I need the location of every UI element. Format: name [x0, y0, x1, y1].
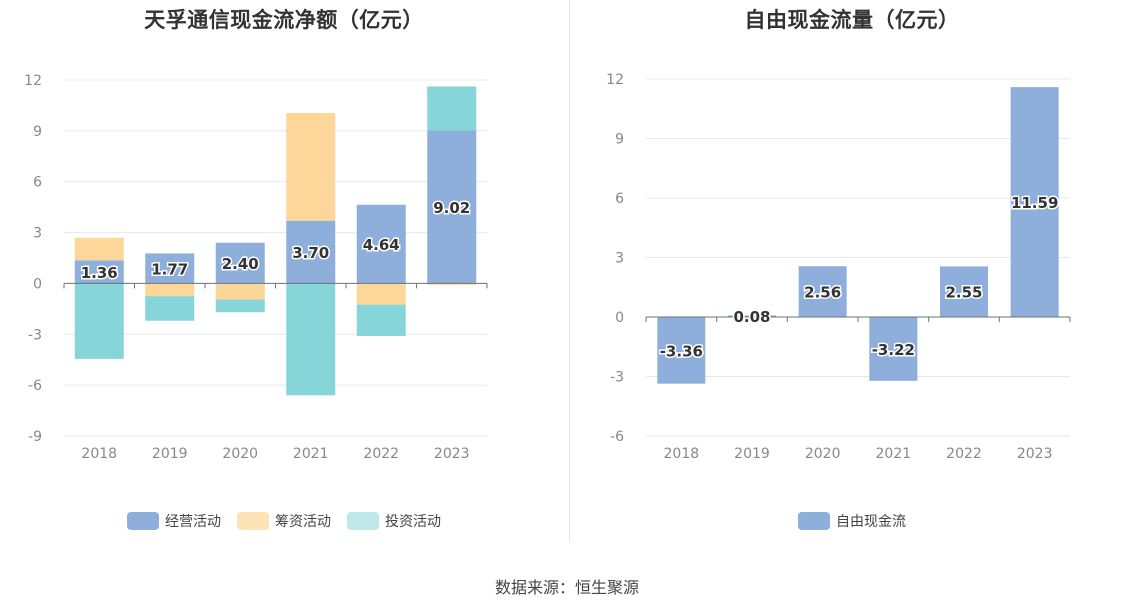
x-tick-label: 2021 — [876, 446, 912, 462]
y-tick-label: 9 — [33, 124, 42, 140]
legend-item-operating[interactable]: 经营活动 — [127, 511, 221, 531]
x-tick-label: 2020 — [222, 446, 258, 462]
bar[interactable] — [215, 283, 265, 300]
cash-flow-net-chart: -9 -6 -3 0 3 6 9 12 2018 2019 2020 2021 2022 2023 1.36… — [24, 73, 488, 462]
legend-label: 筹资活动 — [275, 514, 331, 530]
x-tick-label: 2021 — [293, 446, 329, 462]
legend: 自由现金流 — [570, 511, 1134, 531]
bar[interactable] — [74, 237, 124, 261]
bar[interactable] — [356, 204, 406, 284]
data-source: 数据来源：恒生聚源 — [494, 578, 639, 597]
legend-item-investing[interactable]: 投资活动 — [347, 511, 441, 531]
bar[interactable] — [940, 266, 988, 317]
data-label: 2.56 — [804, 284, 841, 302]
free-cash-flow-chart: -6 -3 0 3 6 9 12 2018 2019 2020 2021 2022 2023 -3.36 0… — [606, 72, 1071, 462]
free-cash-flow-panel: 自由现金流量（亿元） -6 -3 0 3 6 9 12 2018 2019 2020 2021 202… — [570, 0, 1134, 560]
legend: 经营活动 筹资活动 投资活动 — [0, 511, 568, 531]
legend-label: 投资活动 — [385, 514, 441, 530]
x-tick-label: 2018 — [664, 446, 700, 462]
data-label: 1.77 — [151, 260, 188, 278]
x-tick-label: 2023 — [434, 446, 470, 462]
y-tick-label: -3 — [28, 327, 42, 343]
bar[interactable] — [427, 283, 477, 285]
panel-divider — [569, 0, 570, 542]
bar[interactable] — [798, 266, 847, 317]
y-tick-label: -6 — [610, 429, 624, 445]
y-tick-label: 0 — [615, 310, 624, 326]
x-tick-label: 2022 — [363, 446, 399, 462]
y-tick-label: 12 — [24, 73, 42, 89]
legend-item-free-cash-flow[interactable]: 自由现金流 — [798, 511, 906, 531]
y-tick-label: -6 — [28, 378, 42, 394]
bar[interactable] — [145, 253, 195, 284]
chart-title: 天孚通信现金流净额（亿元） — [144, 8, 424, 32]
data-label: 3.70 — [292, 244, 329, 262]
bar[interactable] — [286, 283, 336, 396]
bar[interactable] — [427, 86, 477, 131]
data-label: 1.36 — [81, 264, 118, 282]
data-label: 2.55 — [945, 284, 982, 302]
y-tick-label: 3 — [615, 251, 624, 267]
bar[interactable] — [427, 130, 477, 284]
x-tick-label: 2019 — [734, 446, 770, 462]
y-tick-label: 0 — [33, 276, 42, 292]
x-tick-label: 2020 — [805, 446, 841, 462]
data-label: 4.64 — [363, 236, 400, 254]
bar[interactable] — [356, 283, 406, 305]
legend-swatch-investing — [347, 512, 379, 530]
legend-swatch-operating — [127, 512, 159, 530]
y-tick-label: 9 — [615, 132, 624, 148]
bar[interactable] — [286, 220, 336, 284]
bar[interactable] — [1010, 87, 1059, 317]
x-tick-label: 2019 — [152, 446, 188, 462]
y-tick-label: 12 — [606, 72, 624, 88]
bar[interactable] — [356, 304, 406, 336]
x-tick-label: 2023 — [1017, 446, 1053, 462]
legend-item-financing[interactable]: 筹资活动 — [237, 511, 331, 531]
legend-swatch-free-cash-flow — [798, 512, 830, 530]
legend-label: 自由现金流 — [836, 514, 906, 530]
data-label: -3.22 — [872, 341, 915, 359]
legend-label: 经营活动 — [165, 514, 221, 530]
bar[interactable] — [215, 299, 265, 313]
y-tick-label: 6 — [33, 175, 42, 191]
bar[interactable] — [286, 113, 336, 221]
x-tick-label: 2018 — [81, 446, 117, 462]
bar[interactable] — [74, 283, 124, 359]
cash-flow-net-panel: 天孚通信现金流净额（亿元） -9 -6 -3 0 3 6 9 12 2018 2019 2020 20… — [0, 0, 568, 560]
bar[interactable] — [869, 317, 918, 381]
y-tick-label: -9 — [28, 429, 42, 445]
legend-swatch-financing — [237, 512, 269, 530]
bar[interactable] — [145, 296, 195, 321]
y-tick-label: 3 — [33, 226, 42, 242]
bar[interactable] — [657, 317, 706, 384]
data-label: -3.36 — [660, 342, 703, 360]
data-label: 11.59 — [1011, 194, 1058, 212]
data-label: 9.02 — [433, 199, 470, 217]
bar[interactable] — [74, 260, 124, 284]
data-label: 2.40 — [222, 255, 259, 273]
bar[interactable] — [145, 283, 195, 297]
y-tick-label: -3 — [610, 370, 624, 386]
bar[interactable] — [728, 315, 776, 317]
data-label: 0.08 — [733, 308, 770, 326]
y-tick-label: 6 — [615, 191, 624, 207]
x-tick-label: 2022 — [946, 446, 982, 462]
chart-title: 自由现金流量（亿元） — [744, 8, 960, 32]
bar[interactable] — [215, 242, 265, 284]
